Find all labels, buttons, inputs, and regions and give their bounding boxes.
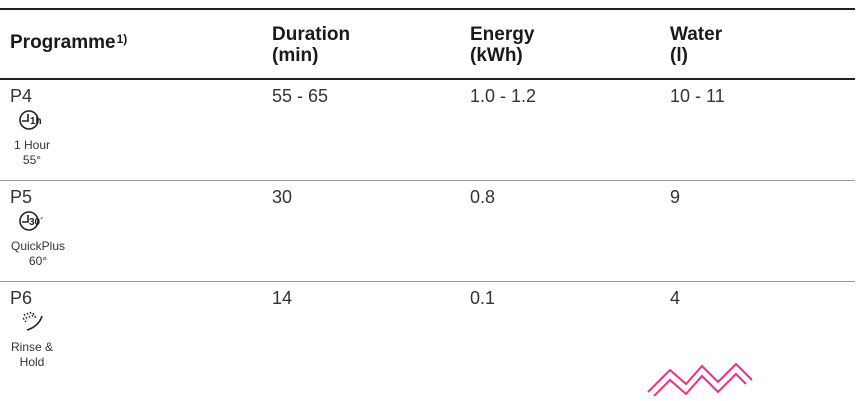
programme-name: 1 Hour 55°	[10, 138, 54, 168]
programme-name-line1: Rinse &	[10, 340, 54, 354]
header-energy: Energy (kWh)	[460, 10, 660, 78]
water-cell: 10 - 11	[670, 86, 725, 106]
duration-cell: 55 - 65	[272, 86, 329, 106]
programme-name-line2: Hold	[19, 355, 45, 369]
programme-code: P4	[10, 86, 33, 106]
programme-name-line1: 1 Hour	[13, 138, 51, 152]
header-programme: Programme1)	[0, 10, 262, 78]
energy-cell: 0.1	[470, 288, 496, 308]
duration-cell: 14	[272, 288, 293, 308]
programme-cell: P4 1h 1 Hour 55°	[0, 80, 262, 180]
programme-temperature: 60°	[28, 254, 48, 268]
duration-cell: 30	[272, 187, 293, 207]
rinse-spray-icon	[18, 310, 262, 339]
programme-cell: P5 30´ QuickPlus 60°	[0, 181, 262, 281]
header-water: Water (l)	[660, 10, 855, 78]
energy-cell: 1.0 - 1.2	[470, 86, 537, 106]
svg-text:30´: 30´	[29, 217, 43, 228]
header-footnote-marker: 1)	[116, 32, 128, 46]
programme-name-line1: QuickPlus	[10, 239, 66, 253]
table-row: P4 1h 1 Hour 55° 55 - 65 1.0 - 1.2 10 - …	[0, 80, 855, 181]
header-water-unit: (l)	[670, 45, 688, 66]
programme-name: Rinse & Hold	[10, 340, 54, 370]
programme-table: Programme1) Duration (min) Energy (kWh) …	[0, 8, 855, 382]
programme-code: P6	[10, 288, 33, 308]
energy-cell: 0.8	[470, 187, 496, 207]
clock-1h-icon: 1h	[18, 108, 262, 137]
header-duration-unit: (min)	[272, 45, 319, 66]
water-cell: 9	[670, 187, 681, 207]
table-row: P5 30´ QuickPlus 60° 30 0.8 9	[0, 181, 855, 282]
header-energy-unit: (kWh)	[470, 45, 523, 66]
water-cell: 4	[670, 288, 681, 308]
header-programme-label: Programme	[10, 32, 116, 53]
header-duration-label: Duration	[272, 24, 351, 45]
clock-30-icon: 30´	[18, 209, 262, 238]
svg-text:1h: 1h	[30, 116, 42, 127]
header-water-label: Water	[670, 24, 723, 45]
table-header: Programme1) Duration (min) Energy (kWh) …	[0, 10, 855, 80]
table-row: P6 Rinse & Hold 14 0.1 4	[0, 282, 855, 382]
programme-code: P5	[10, 187, 33, 207]
watermark-m-logo	[640, 356, 760, 401]
programme-temperature: 55°	[22, 153, 42, 167]
header-duration: Duration (min)	[262, 10, 460, 78]
header-energy-label: Energy	[470, 24, 535, 45]
programme-cell: P6 Rinse & Hold	[0, 282, 262, 382]
programme-name: QuickPlus 60°	[10, 239, 66, 269]
